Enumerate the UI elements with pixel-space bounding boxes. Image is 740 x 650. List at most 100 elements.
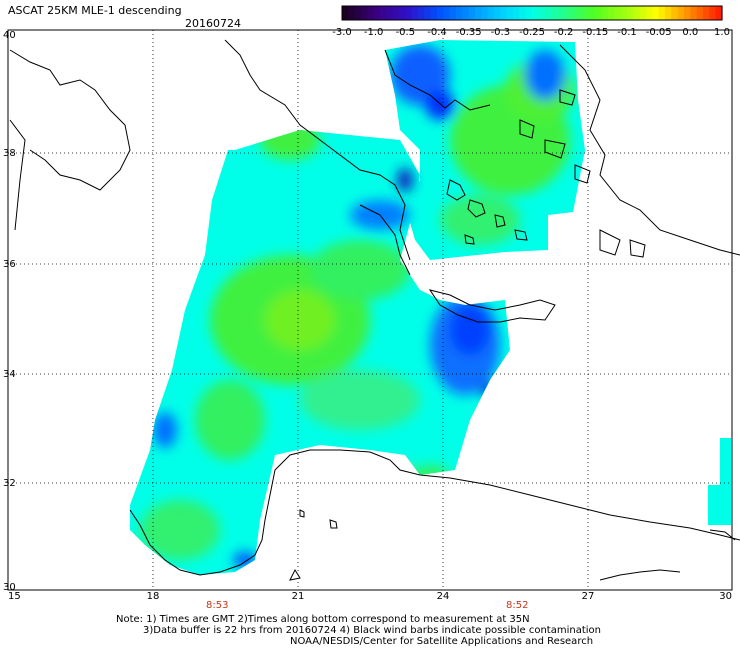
colorbar-label: -0.2: [554, 27, 574, 38]
colorbar-swatch: [411, 6, 419, 20]
colorbar-swatch: [462, 6, 470, 20]
lon-tick-label: 24: [437, 591, 450, 602]
map-date: 20160724: [185, 17, 241, 30]
colorbar-swatch: [696, 6, 704, 20]
lat-tick-label: 32: [3, 478, 16, 489]
colorbar-swatch: [690, 6, 698, 20]
colorbar-swatch: [665, 6, 672, 20]
colorbar-swatch: [576, 6, 584, 20]
latitude-tick-labels: 40 38 36 34 32 30: [3, 30, 16, 593]
map-frame: [7, 29, 733, 591]
colorbar-swatch: [367, 6, 375, 20]
colorbar-swatch: [532, 6, 539, 20]
colorbar-swatch: [551, 6, 558, 20]
colorbar-swatch: [487, 6, 495, 20]
colorbar-label: -3.0: [332, 27, 352, 38]
colorbar-swatch: [500, 6, 508, 20]
colorbar-label: -0.05: [646, 27, 672, 38]
colorbar-swatch: [424, 6, 432, 20]
colorbar-swatch: [620, 6, 628, 20]
colorbar-swatch: [399, 6, 406, 20]
lat-tick-label: 34: [3, 369, 16, 380]
colorbar-swatch: [544, 6, 552, 20]
colorbar-label: 0.0: [682, 27, 698, 38]
colorbar-swatch: [437, 6, 444, 20]
note-line-3: NOAA/NESDIS/Center for Satellite Applica…: [290, 636, 594, 647]
colorbar-swatch: [614, 6, 622, 20]
lon-tick-label: 21: [292, 591, 305, 602]
colorbar-swatch: [475, 6, 482, 20]
colorbar-swatch: [430, 6, 438, 20]
colorbar-swatch: [652, 6, 660, 20]
colorbar-swatch: [582, 6, 590, 20]
lat-tick-label: 38: [3, 148, 16, 159]
time-label-east: 8:52: [506, 600, 528, 611]
colorbar-label: 1.0: [714, 27, 730, 38]
colorbar-swatch: [348, 6, 356, 20]
colorbar-swatch: [342, 6, 349, 20]
colorbar-swatch: [646, 6, 653, 20]
lat-tick-label: 40: [3, 30, 16, 41]
colorbar-swatch: [671, 6, 679, 20]
colorbar-label: -1.0: [364, 27, 384, 38]
note-line-1: Note: 1) Times are GMT 2)Times along bot…: [116, 614, 530, 625]
colorbar-swatch: [538, 6, 546, 20]
longitude-tick-labels: 15 18 21 24 27 30: [8, 591, 732, 602]
colorbar-swatch: [392, 6, 400, 20]
colorbar-label: -0.35: [456, 27, 482, 38]
colorbar-swatch: [468, 6, 476, 20]
colorbar-swatch: [601, 6, 609, 20]
colorbar-swatch: [557, 6, 565, 20]
colorbar-swatch: [525, 6, 533, 20]
lon-tick-label: 15: [8, 591, 21, 602]
colorbar-swatch: [418, 6, 425, 20]
colorbar-swatch: [354, 6, 362, 20]
lat-tick-label: 30: [3, 582, 16, 593]
colorbar-swatch: [494, 6, 501, 20]
colorbar-swatch: [677, 6, 685, 20]
colorbar-swatch: [633, 6, 641, 20]
colorbar-swatch: [405, 6, 413, 20]
colorbar-swatch: [703, 6, 710, 20]
colorbar-label: -0.1: [617, 27, 637, 38]
note-line-2: 3)Data buffer is 22 hrs from 20160724 4)…: [143, 625, 601, 636]
colorbar-swatch: [386, 6, 394, 20]
colorbar-label: -0.5: [396, 27, 416, 38]
colorbar-swatch: [449, 6, 457, 20]
colorbar-swatch: [380, 6, 387, 20]
colorbar-swatch: [506, 6, 514, 20]
colorbar-swatch: [456, 6, 463, 20]
lat-tick-label: 36: [3, 259, 16, 270]
colorbar-swatch: [570, 6, 577, 20]
colorbar-swatch: [715, 6, 723, 20]
colorbar-swatch: [684, 6, 691, 20]
colorbar-swatch: [627, 6, 634, 20]
colorbar: -3.0 -1.0 -0.5 -0.4 -0.35 -0.3 -0.25 -0.2 -0.15-…: [332, 5, 730, 38]
colorbar-label: -0.15: [582, 27, 608, 38]
colorbar-label: -0.4: [427, 27, 447, 38]
colorbar-swatch: [658, 6, 666, 20]
time-label-west: 8:53: [206, 600, 228, 611]
colorbar-swatch: [589, 6, 596, 20]
colorbar-label: -0.25: [519, 27, 545, 38]
graticule: [8, 30, 732, 590]
colorbar-swatch: [563, 6, 571, 20]
colorbar-swatch: [513, 6, 520, 20]
map-title: ASCAT 25KM MLE-1 descending: [8, 4, 182, 17]
colorbar-swatch: [373, 6, 381, 20]
colorbar-swatch: [608, 6, 615, 20]
colorbar-label: -0.3: [491, 27, 511, 38]
lon-tick-label: 30: [719, 591, 732, 602]
wind-data-field: [130, 40, 731, 575]
colorbar-swatch: [709, 6, 717, 20]
lon-tick-label: 18: [147, 591, 160, 602]
colorbar-swatch: [639, 6, 647, 20]
colorbar-swatch: [443, 6, 451, 20]
colorbar-swatch: [481, 6, 489, 20]
lon-tick-label: 27: [582, 591, 595, 602]
colorbar-swatch: [519, 6, 527, 20]
colorbar-swatch: [361, 6, 368, 20]
colorbar-swatch: [595, 6, 603, 20]
